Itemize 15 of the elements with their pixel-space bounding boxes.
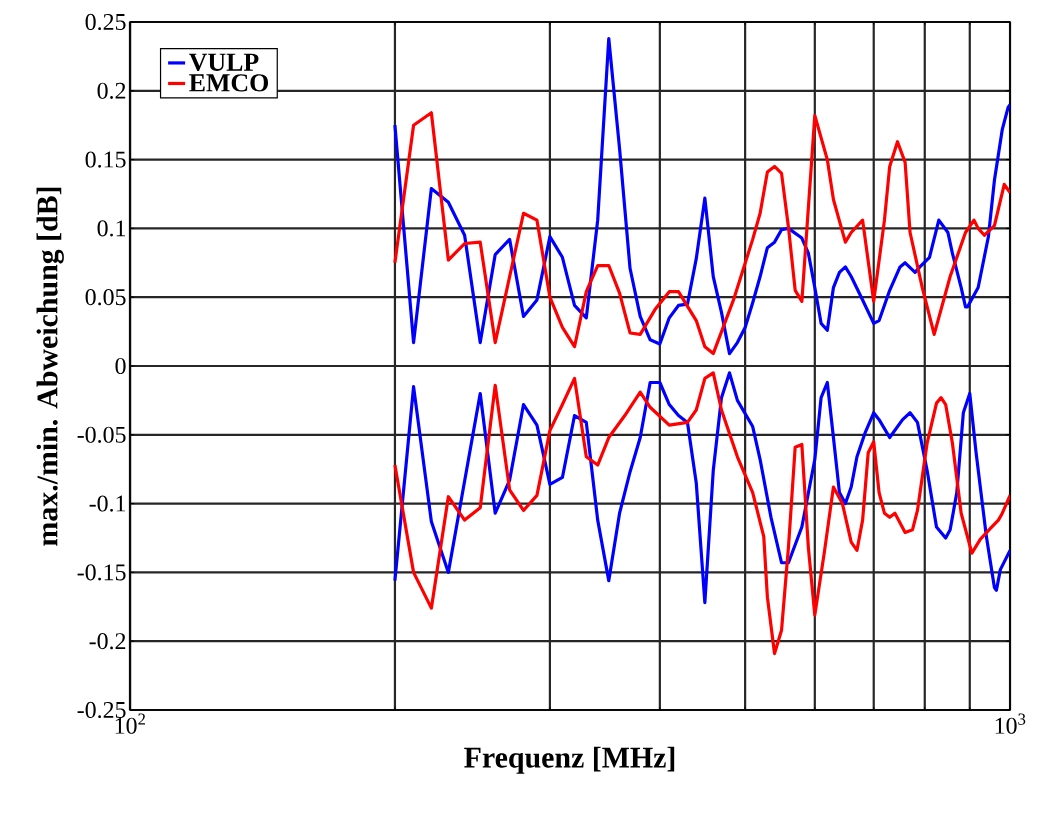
y-tick-label: 0.05 — [85, 289, 126, 306]
y-tick-label: -0.2 — [89, 633, 126, 650]
y-tick-label: -0.1 — [89, 495, 126, 512]
y-tick-label: 0.2 — [97, 82, 126, 99]
y-axis-title: max./min. Abweichung [dB] — [36, 187, 64, 546]
legend-label: VULP — [189, 53, 259, 72]
x-axis-title: Frequenz [MHz] — [464, 746, 675, 774]
y-tick-label: 0.15 — [85, 151, 126, 168]
y-tick-label: -0.15 — [77, 564, 126, 581]
y-tick-label: 0 — [115, 357, 126, 375]
y-tick-label: -0.05 — [77, 426, 126, 443]
x-tick-label: 10$^{3}$ — [995, 713, 1026, 734]
y-tick-label: 0.25 — [85, 13, 126, 31]
y-tick-label: 0.1 — [97, 220, 126, 237]
legend-label: EMCO — [189, 74, 269, 92]
